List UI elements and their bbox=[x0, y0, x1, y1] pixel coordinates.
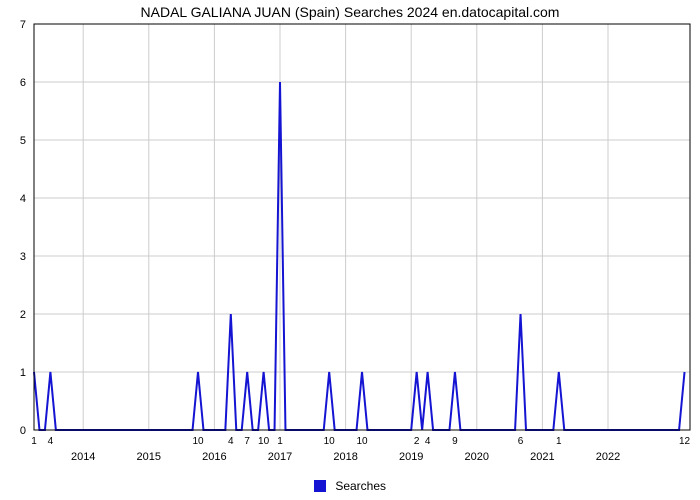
x-year-label: 2015 bbox=[137, 451, 161, 463]
legend-label: Searches bbox=[335, 479, 386, 493]
y-tick-label: 6 bbox=[20, 77, 26, 89]
x-month-label: 4 bbox=[48, 436, 54, 447]
y-tick-label: 0 bbox=[20, 425, 26, 437]
x-year-label: 2014 bbox=[71, 451, 95, 463]
x-year-label: 2019 bbox=[399, 451, 423, 463]
x-month-label: 10 bbox=[324, 436, 336, 447]
x-month-label: 4 bbox=[425, 436, 431, 447]
x-year-label: 2018 bbox=[333, 451, 357, 463]
x-month-label: 1 bbox=[31, 436, 37, 447]
x-year-label: 2016 bbox=[202, 451, 226, 463]
chart-container: NADAL GALIANA JUAN (Spain) Searches 2024… bbox=[0, 0, 700, 500]
x-month-label: 12 bbox=[679, 436, 691, 447]
x-month-label: 1 bbox=[556, 436, 562, 447]
x-month-label: 4 bbox=[228, 436, 234, 447]
x-month-label: 9 bbox=[452, 436, 458, 447]
x-month-label: 10 bbox=[192, 436, 204, 447]
x-month-label: 2 bbox=[414, 436, 420, 447]
x-year-label: 2022 bbox=[596, 451, 620, 463]
x-year-label: 2021 bbox=[530, 451, 554, 463]
x-month-label: 6 bbox=[518, 436, 524, 447]
chart-title: NADAL GALIANA JUAN (Spain) Searches 2024… bbox=[0, 4, 700, 20]
x-month-label: 1 bbox=[277, 436, 283, 447]
y-tick-label: 4 bbox=[20, 193, 26, 205]
x-month-label: 7 bbox=[244, 436, 250, 447]
legend: Searches bbox=[0, 478, 700, 493]
x-year-label: 2017 bbox=[268, 451, 292, 463]
y-tick-label: 3 bbox=[20, 251, 26, 263]
y-tick-label: 2 bbox=[20, 309, 26, 321]
x-month-label: 10 bbox=[258, 436, 270, 447]
plot-area: 0123456720142015201620172018201920202021… bbox=[34, 24, 690, 430]
y-tick-label: 7 bbox=[20, 19, 26, 31]
y-tick-label: 1 bbox=[20, 367, 26, 379]
legend-swatch-icon bbox=[314, 480, 326, 492]
x-month-label: 10 bbox=[356, 436, 368, 447]
x-year-label: 2020 bbox=[465, 451, 489, 463]
y-tick-label: 5 bbox=[20, 135, 26, 147]
